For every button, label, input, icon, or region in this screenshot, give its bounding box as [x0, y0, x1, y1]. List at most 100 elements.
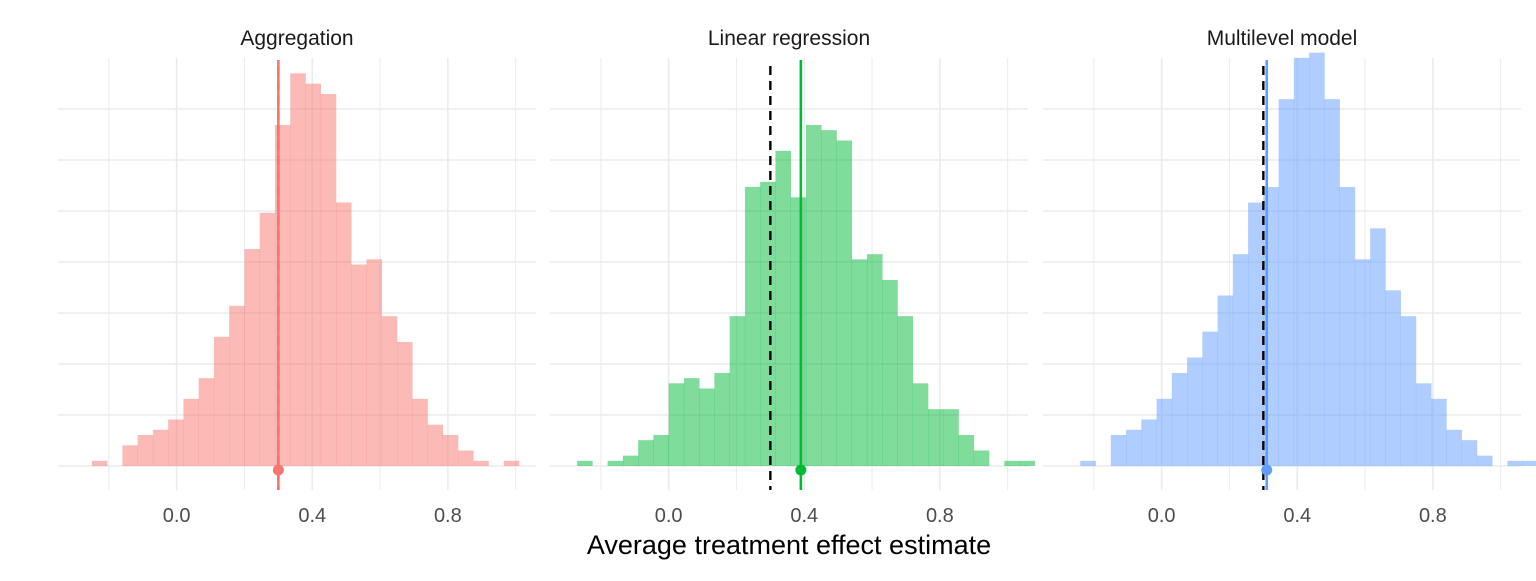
histogram-bar	[1217, 295, 1234, 466]
histogram-bar	[1476, 455, 1493, 466]
histogram-bar	[851, 259, 868, 466]
x-tick-label: 0.0	[655, 505, 683, 527]
panel-title: Multilevel model	[1207, 27, 1358, 50]
histogram-bar	[1507, 460, 1523, 466]
x-tick-label: 0.0	[1148, 505, 1176, 527]
histogram-bar	[973, 450, 990, 466]
histogram-bar	[882, 280, 898, 466]
x-axis-title: Average treatment effect estimate	[587, 530, 991, 560]
histogram-bar	[1248, 202, 1264, 466]
histogram-bar	[290, 73, 306, 466]
x-tick-label: 0.0	[163, 505, 191, 527]
histogram-bar	[638, 440, 654, 466]
histogram-bar	[366, 259, 383, 466]
histogram-bar	[668, 383, 685, 466]
histogram-bar	[412, 398, 428, 466]
histogram-bar	[1522, 460, 1536, 466]
histogram-bar	[473, 460, 489, 466]
histogram-bar	[729, 316, 746, 466]
histogram-bar	[183, 398, 199, 466]
estimate-mean-point	[795, 464, 807, 476]
histogram-bar	[622, 455, 639, 466]
histogram-bar	[320, 94, 337, 466]
histogram-bar	[1171, 373, 1188, 466]
histogram-bar	[335, 202, 352, 466]
histogram-bar	[927, 409, 944, 466]
histogram-bar	[351, 264, 367, 466]
facet-panel-3: Multilevel model 0.0 0.4 0.8	[1043, 27, 1536, 527]
x-tick-label: 0.4	[298, 505, 326, 527]
histogram-bar	[259, 212, 276, 466]
histogram-bar	[683, 378, 700, 466]
histogram-bar	[198, 378, 215, 466]
histogram-bar	[1461, 440, 1478, 466]
histogram-bar	[744, 187, 761, 466]
x-tick-label: 0.8	[1419, 505, 1447, 527]
histogram-bar	[1309, 52, 1325, 467]
x-tick-label: 0.4	[1283, 505, 1311, 527]
histogram-bar	[1370, 228, 1386, 466]
histogram-bar	[244, 249, 261, 466]
histogram-bar	[229, 305, 245, 466]
histogram-bar	[442, 435, 459, 466]
panel-title: Aggregation	[240, 27, 353, 50]
histogram-bar	[1293, 57, 1310, 466]
histogram-bar	[805, 125, 822, 466]
histogram-bar	[699, 388, 715, 466]
panel-title: Linear regression	[708, 27, 870, 50]
histogram-bar	[958, 435, 975, 466]
histogram-bar	[213, 336, 230, 466]
facet-panel-1: Aggregation 0.0 0.4 0.8	[58, 27, 536, 527]
histogram-bar	[1202, 331, 1218, 466]
histogram-bar	[427, 424, 444, 466]
histogram-bar	[458, 450, 474, 466]
histogram-bar	[1385, 290, 1401, 466]
histogram-bar	[1019, 460, 1036, 466]
histogram-bar	[1354, 259, 1371, 466]
histogram-bar	[1004, 460, 1020, 466]
x-tick-label: 0.4	[790, 505, 818, 527]
histogram-bar	[653, 435, 669, 466]
histogram-bar	[1431, 398, 1447, 466]
histogram-bar	[1415, 383, 1432, 466]
histogram-bar	[912, 383, 929, 466]
histogram-bar	[1187, 357, 1203, 466]
histogram-bar	[1232, 254, 1249, 466]
histogram-bar	[305, 83, 322, 467]
histogram-bar	[1110, 435, 1127, 466]
estimate-mean-point	[272, 464, 284, 476]
histogram-bar	[577, 460, 593, 466]
histogram-bar	[897, 316, 914, 466]
histogram-bar	[168, 419, 184, 466]
histogram-bar	[1339, 187, 1356, 466]
histogram-bar	[775, 150, 791, 467]
histogram-bar	[122, 445, 138, 466]
histogram-bar	[152, 429, 169, 466]
histogram-bar	[866, 254, 883, 466]
histogram-bar	[943, 409, 959, 466]
estimate-mean-point	[1261, 464, 1273, 476]
histogram-bar	[790, 197, 807, 467]
histogram-bar	[1156, 398, 1173, 466]
histogram-bar	[1278, 99, 1295, 467]
x-tick-label: 0.8	[926, 505, 954, 527]
x-tick-label: 0.8	[434, 505, 462, 527]
facet-panel-2: Linear regression 0.0 0.4 0.8	[550, 27, 1036, 527]
histogram-bar	[381, 316, 398, 466]
histogram-bar	[821, 130, 837, 466]
histogram-bar	[1400, 316, 1417, 466]
histogram-bar	[1141, 419, 1157, 466]
histogram-bar	[714, 373, 730, 466]
histogram-bar	[137, 435, 154, 466]
histogram-bar	[836, 140, 853, 466]
histogram-bar	[760, 181, 776, 467]
histogram-bar	[1126, 429, 1142, 466]
histogram-bar	[1080, 460, 1096, 466]
histogram-bar	[1324, 99, 1340, 467]
histogram-bar	[1446, 429, 1462, 466]
histogram-bar	[607, 460, 624, 466]
histogram-bar	[397, 342, 413, 466]
histogram-bar	[91, 460, 108, 466]
